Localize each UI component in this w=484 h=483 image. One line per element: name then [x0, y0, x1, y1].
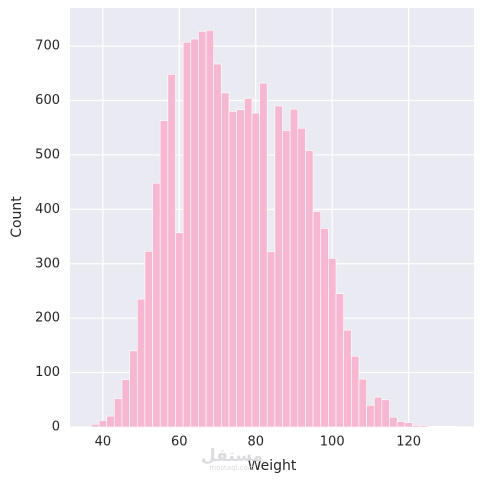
x-tick-label: 60	[171, 435, 188, 450]
bar	[98, 420, 107, 428]
x-tick-label: 120	[396, 435, 421, 450]
y-tick-label: 600	[35, 93, 60, 108]
y-tick-label: 400	[35, 202, 60, 217]
bar	[236, 109, 245, 428]
bar	[159, 120, 169, 428]
bar	[259, 82, 268, 428]
bar	[221, 92, 230, 428]
bar	[396, 421, 406, 428]
x-axis-label: Weight	[248, 458, 297, 474]
bar	[435, 426, 444, 428]
y-tick-label: 100	[35, 365, 60, 380]
bar	[328, 258, 337, 428]
bar	[228, 111, 237, 428]
bar	[297, 127, 306, 428]
bar	[129, 350, 138, 428]
bar	[343, 329, 352, 428]
x-tick-label: 80	[247, 435, 264, 450]
bar	[243, 98, 253, 428]
bar	[442, 426, 451, 428]
bar	[182, 41, 192, 428]
y-tick-label: 700	[35, 39, 60, 54]
bar	[358, 378, 367, 428]
bar	[351, 355, 360, 428]
bar	[305, 150, 314, 428]
watermark: مستقل	[201, 446, 263, 466]
bar	[419, 425, 429, 428]
bar	[381, 399, 390, 428]
x-tick-label: 100	[320, 435, 345, 450]
bar	[373, 396, 383, 428]
bar	[144, 250, 153, 428]
watermark-sub: mostaql.com	[209, 464, 255, 472]
bar	[366, 404, 375, 428]
bar	[274, 105, 283, 428]
bar	[335, 293, 344, 428]
bar	[427, 426, 436, 428]
bar	[389, 416, 398, 428]
bar	[198, 31, 207, 428]
bar	[412, 425, 421, 428]
bar	[114, 398, 123, 428]
bar	[91, 423, 100, 428]
bar	[282, 130, 291, 428]
bar	[152, 182, 161, 428]
bar	[167, 74, 176, 428]
x-tick-label: 40	[95, 435, 112, 450]
bar	[121, 379, 130, 428]
bar	[205, 30, 215, 428]
y-tick-label: 500	[35, 147, 60, 162]
bar	[450, 426, 459, 428]
bar	[266, 251, 276, 428]
bar	[289, 108, 299, 428]
y-tick-label: 300	[35, 256, 60, 271]
bar	[312, 211, 322, 428]
y-tick-label: 0	[52, 420, 60, 435]
y-tick-label: 200	[35, 311, 60, 326]
bar	[106, 415, 115, 428]
bar	[251, 112, 260, 428]
bar	[213, 63, 222, 428]
bar	[175, 232, 184, 428]
bar	[404, 422, 413, 428]
bar	[320, 228, 329, 428]
bar	[190, 38, 199, 428]
bar	[136, 298, 146, 428]
y-axis-label: Count	[9, 196, 25, 238]
